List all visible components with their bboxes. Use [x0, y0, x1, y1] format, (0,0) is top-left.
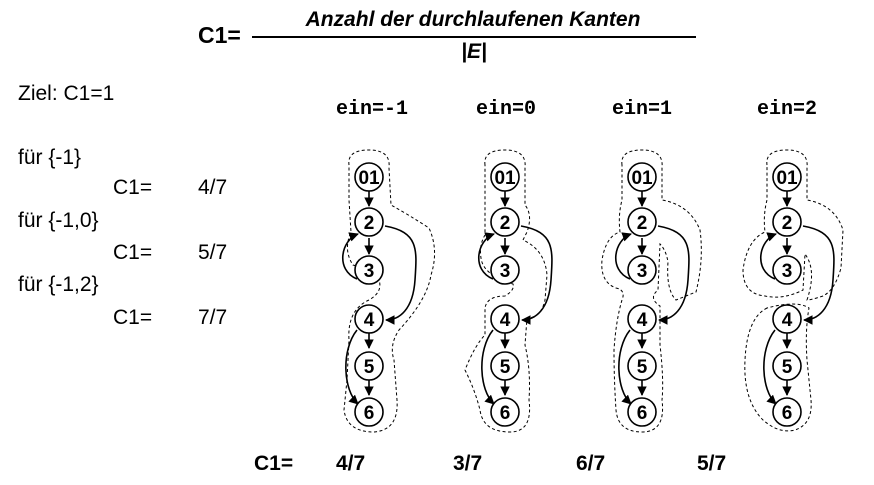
bottom-c1-label: C1= [254, 452, 294, 475]
case-value-3: 7/7 [198, 306, 228, 329]
node-label: 6 [637, 403, 648, 424]
node-label: 01 [358, 168, 380, 189]
case-c1-label-3: C1= [113, 306, 153, 329]
graph-title-1: ein=-1 [336, 98, 409, 121]
case-value-1: 4/7 [198, 176, 228, 199]
graph-result-2: 3/7 [453, 452, 483, 475]
node-label: 6 [500, 403, 511, 424]
path-region-4 [742, 149, 844, 432]
graph-ein-1: 01 2 3 4 5 6 [601, 149, 702, 433]
graph-title-4: ein=2 [757, 98, 818, 121]
case-value-2: 5/7 [198, 241, 228, 264]
graph-ein-minus1: 01 2 3 4 5 6 [341, 149, 435, 433]
node-label: 3 [637, 261, 648, 282]
node-label: 4 [637, 310, 648, 331]
node-label: 3 [500, 261, 511, 282]
fraction-bar [252, 36, 696, 38]
path-region-2 [464, 149, 548, 433]
node-label: 6 [782, 403, 793, 424]
case-set-3: für {-1,2} [18, 273, 99, 296]
node-label: 4 [500, 310, 511, 331]
graph-title-2: ein=0 [476, 98, 537, 121]
node-label: 01 [494, 168, 516, 189]
formula-denominator: |E| [461, 40, 487, 63]
node-label: 5 [637, 357, 648, 378]
node-label: 5 [782, 357, 793, 378]
graph-ein-0: 01 2 3 4 5 6 [464, 149, 553, 433]
path-region-1 [343, 149, 435, 433]
graph-title-3: ein=1 [612, 98, 673, 121]
node-label: 2 [637, 213, 648, 234]
node-label: 6 [364, 403, 375, 424]
node-label: 3 [782, 261, 793, 282]
goal-text: Ziel: C1=1 [18, 82, 115, 105]
node-label: 2 [782, 213, 793, 234]
graph-result-4: 5/7 [697, 452, 727, 475]
node-label: 4 [364, 310, 375, 331]
case-set-2: für {-1,0} [18, 209, 99, 232]
graph-result-1: 4/7 [336, 452, 366, 475]
formula-label: C1= [198, 22, 241, 48]
node-label: 2 [500, 213, 511, 234]
node-label: 2 [364, 213, 375, 234]
case-c1-label-1: C1= [113, 176, 153, 199]
case-set-1: für {-1} [18, 146, 82, 169]
node-label: 01 [776, 168, 798, 189]
graph-ein-2: 01 2 3 4 5 6 [742, 149, 844, 432]
node-label: 4 [782, 310, 793, 331]
formula-numerator: Anzahl der durchlaufenen Kanten [305, 8, 641, 31]
node-label: 5 [500, 357, 511, 378]
node-label: 5 [364, 357, 375, 378]
node-label: 3 [364, 261, 375, 282]
path-region-3 [601, 149, 702, 433]
graph-result-3: 6/7 [576, 452, 606, 475]
node-label: 01 [631, 168, 653, 189]
case-c1-label-2: C1= [113, 241, 153, 264]
